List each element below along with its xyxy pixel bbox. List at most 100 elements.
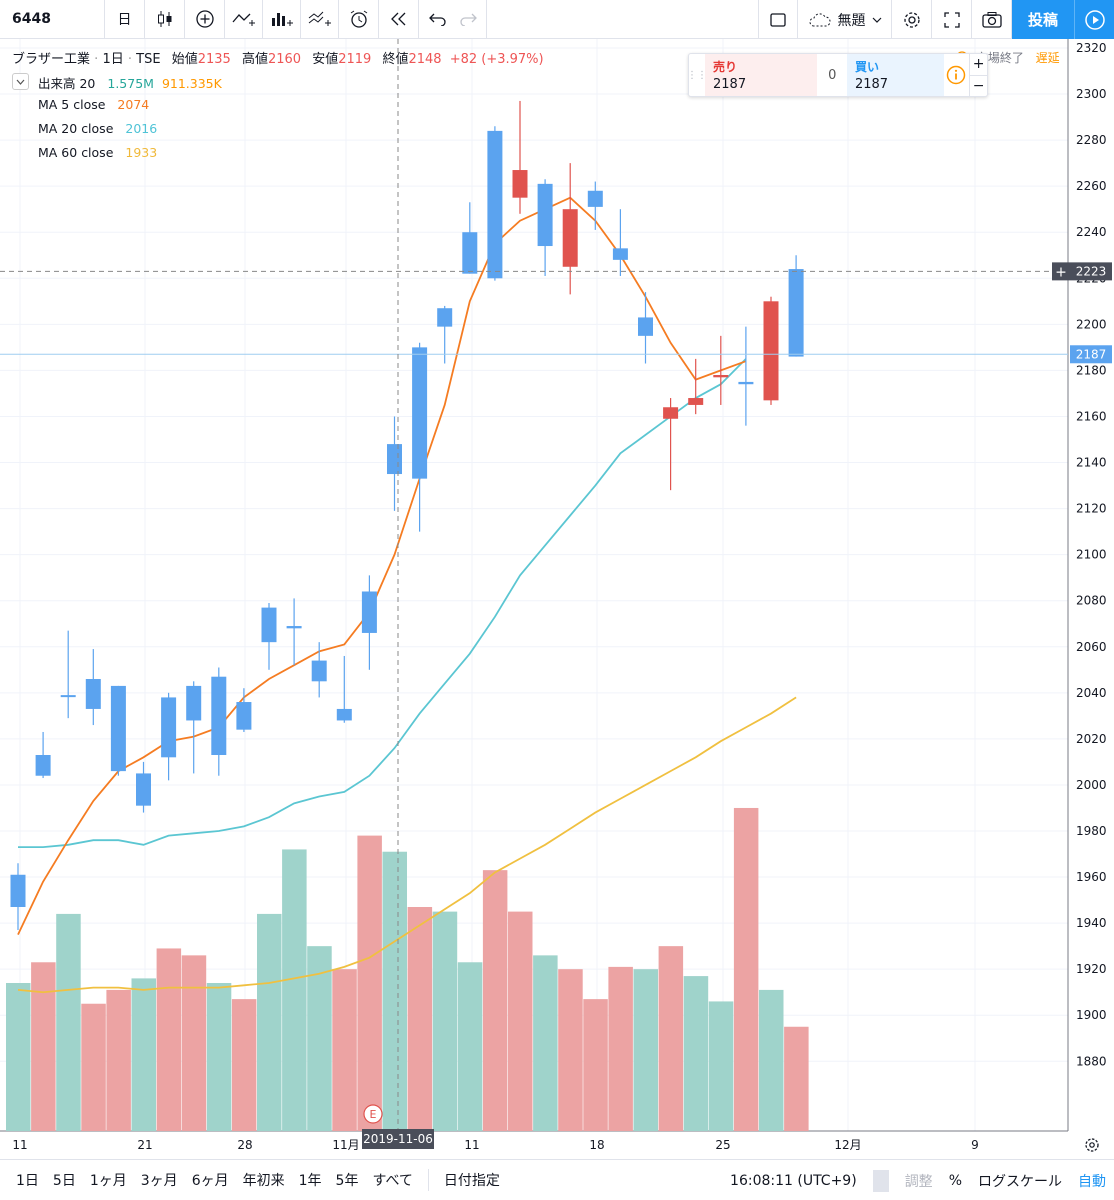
undo-icon[interactable] — [428, 12, 447, 26]
toolbar-right: 無題 投稿 — [758, 0, 1114, 39]
indicator-value: 1.575M — [107, 76, 154, 91]
price-tick-label: 1980 — [1076, 824, 1107, 838]
candle-body — [336, 708, 352, 721]
volume-bar — [759, 989, 784, 1131]
indicator-name: 出来高 20 — [38, 76, 96, 91]
crosshair-add-button — [1052, 262, 1070, 281]
volume-bar — [156, 948, 182, 1131]
replay-button[interactable] — [379, 0, 419, 39]
crosshair-date-label: 2019-11-06 — [363, 1132, 433, 1146]
price-tick-label: 2260 — [1076, 179, 1107, 193]
volume-bar — [382, 851, 407, 1131]
percent-button[interactable]: % — [948, 1172, 962, 1189]
range-5y[interactable]: 5年 — [335, 1173, 359, 1189]
candle-body — [512, 170, 528, 198]
candle-body — [110, 685, 126, 772]
crosshair-price-label: 2223 — [1076, 264, 1107, 278]
volume-bar — [106, 989, 131, 1131]
indicator-value: 911.335K — [161, 76, 222, 91]
volume-bar — [432, 911, 458, 1131]
indicator-value: 2016 — [125, 121, 158, 136]
redo-icon[interactable] — [459, 12, 477, 26]
range-3m[interactable]: 3ヶ月 — [140, 1173, 178, 1189]
indicators-icon — [232, 13, 255, 26]
info-button[interactable] — [944, 54, 970, 96]
square-icon — [770, 12, 786, 27]
adjust-button[interactable]: 調整 — [904, 1173, 933, 1190]
indicator-ma5[interactable]: MA 5 close 2074 — [38, 97, 149, 112]
crosshair-price-tag — [1070, 262, 1112, 281]
candle-body — [361, 591, 377, 633]
candle-body — [412, 347, 428, 479]
publish-button[interactable]: 投稿 — [1012, 0, 1074, 39]
drag-handle[interactable]: ⋮⋮ — [687, 69, 707, 81]
volume-bar — [608, 966, 633, 1131]
indicator-ma60[interactable]: MA 60 close 1933 — [38, 145, 157, 160]
log-scale-button[interactable]: ログスケール — [978, 1173, 1062, 1190]
gear-icon-center — [1089, 1142, 1095, 1148]
price-tick-label: 2200 — [1076, 317, 1107, 331]
fullscreen-layout-button[interactable] — [758, 0, 798, 39]
range-5d[interactable]: 5日 — [52, 1173, 76, 1189]
range-6m[interactable]: 6ヶ月 — [191, 1173, 229, 1189]
candle-body — [236, 702, 252, 730]
price-chart[interactable]: 1880 1900 1920 1940 1960 1980 2000 2020 2040 2060… — [0, 39, 1114, 1159]
templates-button[interactable] — [301, 0, 339, 39]
top-toolbar: 6448 日 — [0, 0, 1114, 39]
volume-bar — [81, 1003, 106, 1131]
open-value: 2135 — [197, 52, 231, 67]
price-tick-label: 1920 — [1076, 962, 1107, 976]
symbol-search-button[interactable]: 6448 — [0, 0, 105, 39]
high-label: 高値 — [241, 52, 268, 67]
alert-button[interactable] — [339, 0, 379, 39]
fullscreen-button[interactable] — [932, 0, 972, 39]
candle-body — [437, 308, 453, 327]
legend-exchange: TSE — [136, 52, 161, 67]
price-tick-label: 2280 — [1076, 133, 1107, 147]
range-1y[interactable]: 1年 — [298, 1173, 322, 1189]
play-button[interactable] — [1074, 0, 1114, 39]
buy-price: 2187 — [854, 77, 889, 92]
candle-body — [161, 697, 177, 758]
volume-bar — [332, 969, 357, 1131]
buy-label: 買い — [854, 60, 879, 74]
last-price-tag — [1070, 345, 1112, 364]
range-all[interactable]: すべて — [372, 1173, 413, 1189]
buy-button[interactable]: 買い 2187 — [846, 54, 944, 96]
financials-button[interactable] — [263, 0, 301, 39]
close-value: 2148 — [408, 52, 442, 67]
earnings-marker — [363, 1104, 383, 1124]
range-ytd[interactable]: 年初来 — [242, 1173, 285, 1189]
legend-collapse-button[interactable] — [12, 73, 29, 90]
low-value: 2119 — [338, 52, 372, 67]
range-1d[interactable]: 1日 — [16, 1173, 39, 1189]
quantity-minus-button[interactable]: − — [970, 74, 988, 97]
indicators-button[interactable] — [225, 0, 263, 39]
chart-style-button[interactable] — [145, 0, 185, 39]
auto-scale-button[interactable]: 自動 — [1078, 1173, 1106, 1190]
sell-price: 2187 — [713, 77, 747, 92]
settings-button[interactable] — [892, 0, 932, 39]
price-tick-label: 2040 — [1076, 686, 1107, 700]
goto-date-button[interactable]: 日付指定 — [443, 1173, 500, 1189]
price-tick-label: 2020 — [1076, 732, 1107, 746]
interval-button[interactable]: 日 — [105, 0, 145, 39]
candle-body — [688, 398, 704, 405]
quantity-field[interactable]: 0 — [828, 67, 837, 83]
sell-button[interactable]: 売り 2187 — [705, 54, 818, 96]
candle-body — [136, 773, 151, 806]
volume-bar — [282, 849, 307, 1131]
indicator-value: 2074 — [117, 97, 150, 112]
compare-button[interactable] — [185, 0, 225, 39]
date-tick-label: 28 — [237, 1138, 252, 1152]
snapshot-button[interactable] — [972, 0, 1012, 39]
candle-body — [788, 269, 804, 357]
indicator-volume[interactable]: 出来高 20 1.575M 911.335K — [38, 73, 222, 92]
candle-body — [763, 301, 779, 401]
layout-save-button[interactable]: 無題 — [798, 0, 892, 39]
candles-icon — [157, 11, 171, 27]
price-tick-label: 2320 — [1076, 41, 1107, 55]
range-1m[interactable]: 1ヶ月 — [89, 1173, 127, 1189]
indicator-ma20[interactable]: MA 20 close 2016 — [38, 121, 157, 136]
quantity-plus-button[interactable]: + — [972, 56, 985, 73]
